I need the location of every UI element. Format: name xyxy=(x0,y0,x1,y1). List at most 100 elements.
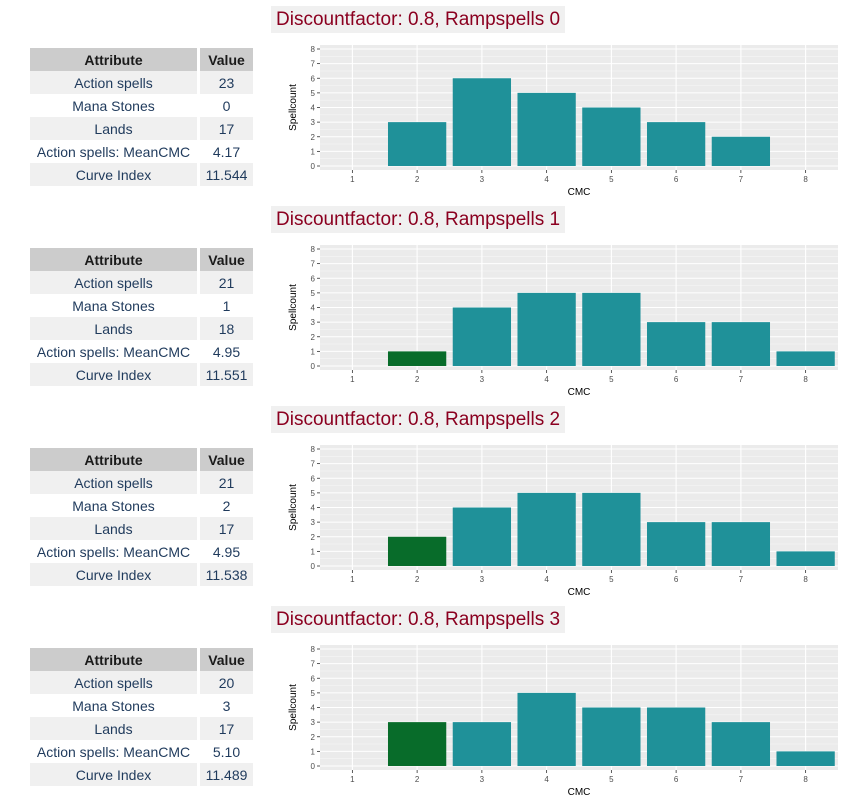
y-tick-label: 1 xyxy=(311,547,316,556)
x-tick-label: 6 xyxy=(674,375,679,384)
value-cell: 18 xyxy=(198,317,253,340)
value-cell: 11.489 xyxy=(198,763,253,786)
chart-section: Discountfactor: 0.8, Rampspells 2 Attribu… xyxy=(0,400,850,600)
x-axis-title: CMC xyxy=(568,387,591,398)
y-tick-label: 0 xyxy=(311,162,316,171)
y-tick-label: 7 xyxy=(311,660,316,669)
table-header-row: Attribute Value xyxy=(30,248,253,271)
y-tick-label: 5 xyxy=(311,89,316,98)
table-row: Lands 18 xyxy=(30,317,253,340)
x-tick-label: 8 xyxy=(803,375,808,384)
attribute-table: Attribute Value Action spells 21 Mana Stones… xyxy=(30,248,253,386)
x-tick-label: 4 xyxy=(544,575,549,584)
table-row: Action spells: MeanCMC 5.10 xyxy=(30,740,253,763)
bar-action-spells xyxy=(711,522,771,566)
bar-ramp-spells xyxy=(387,722,447,766)
bar-action-spells xyxy=(711,136,771,166)
x-tick-label: 5 xyxy=(609,575,614,584)
value-cell: 4.95 xyxy=(198,340,253,363)
y-tick-label: 7 xyxy=(311,260,316,269)
attribute-cell: Action spells xyxy=(30,471,200,494)
bar-action-spells xyxy=(646,707,706,766)
bar-action-spells xyxy=(387,122,447,166)
y-tick-label: 3 xyxy=(311,518,316,527)
y-tick-label: 6 xyxy=(311,74,316,83)
table-header-row: Attribute Value xyxy=(30,648,253,671)
y-tick-label: 0 xyxy=(311,762,316,771)
bar-action-spells xyxy=(776,551,835,566)
bar-action-spells xyxy=(646,522,706,566)
value-cell: 17 xyxy=(198,517,253,540)
x-tick-label: 7 xyxy=(739,775,744,784)
table-row: Lands 17 xyxy=(30,517,253,540)
header-value: Value xyxy=(198,48,253,71)
bar-action-spells xyxy=(646,122,706,166)
table-row: Curve Index 11.544 xyxy=(30,163,253,186)
attribute-cell: Action spells xyxy=(30,71,200,94)
x-tick-label: 8 xyxy=(803,575,808,584)
value-cell: 1 xyxy=(198,294,253,317)
attribute-cell: Lands xyxy=(30,317,200,340)
value-cell: 2 xyxy=(198,494,253,517)
value-cell: 23 xyxy=(198,71,253,94)
y-tick-label: 3 xyxy=(311,118,316,127)
attribute-cell: Mana Stones xyxy=(30,294,200,317)
y-tick-label: 6 xyxy=(311,474,316,483)
header-value: Value xyxy=(198,448,253,471)
value-cell: 21 xyxy=(198,471,253,494)
table-row: Mana Stones 2 xyxy=(30,494,253,517)
x-tick-label: 1 xyxy=(350,775,355,784)
bar-action-spells xyxy=(776,751,835,766)
bar-action-spells xyxy=(517,692,576,766)
bar-chart: 0 1 2 3 4 5 6 7 8 1 2 3 4 5 6 7 8 CMC Spellcount xyxy=(288,445,838,598)
attribute-cell: Action spells xyxy=(30,271,200,294)
x-axis-title: CMC xyxy=(568,187,591,198)
bar-action-spells xyxy=(517,292,576,366)
attribute-cell: Mana Stones xyxy=(30,94,200,117)
x-tick-label: 5 xyxy=(609,375,614,384)
header-attribute: Attribute xyxy=(30,248,200,271)
attribute-cell: Action spells: MeanCMC xyxy=(30,740,200,763)
attribute-table: Attribute Value Action spells 23 Mana Stones… xyxy=(30,48,253,186)
y-tick-label: 1 xyxy=(311,347,316,356)
x-tick-label: 4 xyxy=(544,375,549,384)
y-tick-label: 8 xyxy=(311,45,316,54)
x-tick-label: 6 xyxy=(674,575,679,584)
y-tick-label: 7 xyxy=(311,460,316,469)
table-row: Action spells 23 xyxy=(30,71,253,94)
table-row: Lands 17 xyxy=(30,117,253,140)
bar-chart: 0 1 2 3 4 5 6 7 8 1 2 3 4 5 6 7 8 CMC Spellcount xyxy=(288,645,838,798)
header-attribute: Attribute xyxy=(30,48,200,71)
y-tick-label: 2 xyxy=(311,133,316,142)
table-row: Action spells: MeanCMC 4.95 xyxy=(30,540,253,563)
bar-action-spells xyxy=(517,492,576,566)
attribute-cell: Action spells xyxy=(30,671,200,694)
table-row: Mana Stones 3 xyxy=(30,694,253,717)
attribute-cell: Lands xyxy=(30,717,200,740)
chart-section: Discountfactor: 0.8, Rampspells 0 Attribu… xyxy=(0,0,850,200)
y-tick-label: 1 xyxy=(311,747,316,756)
value-cell: 11.551 xyxy=(198,363,253,386)
x-axis-title: CMC xyxy=(568,787,591,798)
header-attribute: Attribute xyxy=(30,648,200,671)
y-tick-label: 2 xyxy=(311,733,316,742)
value-cell: 3 xyxy=(198,694,253,717)
x-tick-label: 8 xyxy=(803,775,808,784)
attribute-cell: Lands xyxy=(30,517,200,540)
attribute-cell: Curve Index xyxy=(30,363,200,386)
bar-action-spells xyxy=(452,507,512,566)
x-tick-label: 1 xyxy=(350,375,355,384)
attribute-cell: Lands xyxy=(30,117,200,140)
chart-title: Discountfactor: 0.8, Rampspells 0 xyxy=(271,6,566,33)
y-tick-label: 8 xyxy=(311,645,316,654)
table-row: Action spells 21 xyxy=(30,471,253,494)
value-cell: 11.538 xyxy=(198,563,253,586)
y-tick-label: 7 xyxy=(311,60,316,69)
y-axis-title: Spellcount xyxy=(288,284,299,331)
x-tick-label: 6 xyxy=(674,775,679,784)
table-row: Mana Stones 1 xyxy=(30,294,253,317)
y-tick-label: 5 xyxy=(311,289,316,298)
bar-action-spells xyxy=(452,307,512,366)
bar-action-spells xyxy=(582,492,641,566)
x-tick-label: 3 xyxy=(480,375,485,384)
